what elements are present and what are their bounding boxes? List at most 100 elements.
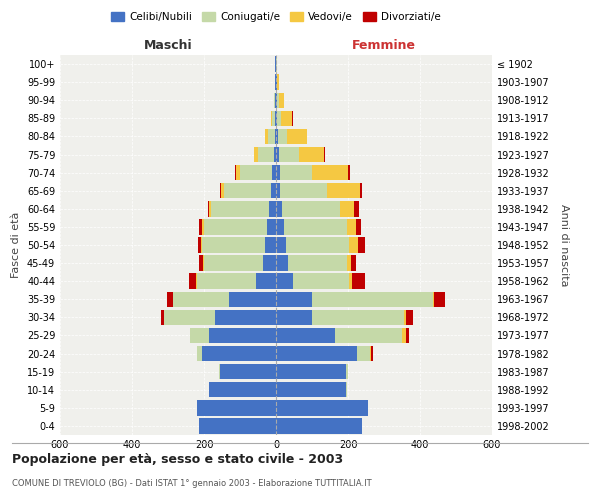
Bar [286, 238, 349, 252]
Bar [240, 165, 272, 180]
Bar [265, 238, 276, 252]
Bar [167, 292, 173, 307]
Bar [357, 346, 370, 362]
Bar [312, 292, 433, 307]
Y-axis label: Anni di nascita: Anni di nascita [559, 204, 569, 286]
Bar [279, 147, 299, 162]
Bar [276, 364, 346, 380]
Bar [284, 219, 347, 234]
Bar [287, 256, 347, 271]
Bar [275, 74, 276, 90]
Bar [276, 310, 312, 325]
Bar [236, 165, 240, 180]
Bar [281, 110, 292, 126]
Bar [346, 382, 347, 398]
Bar [209, 382, 276, 398]
Bar [433, 292, 434, 307]
Bar [224, 183, 271, 198]
Bar [204, 219, 267, 234]
Bar [406, 328, 409, 343]
Bar [370, 346, 371, 362]
Bar [197, 346, 202, 362]
Bar [201, 238, 202, 252]
Bar [275, 128, 276, 144]
Bar [258, 147, 274, 162]
Bar [349, 238, 358, 252]
Legend: Celibi/Nubili, Coniugati/e, Vedovi/e, Divorziati/e: Celibi/Nubili, Coniugati/e, Vedovi/e, Di… [107, 8, 445, 26]
Bar [346, 364, 348, 380]
Bar [202, 346, 276, 362]
Bar [276, 110, 277, 126]
Bar [287, 128, 307, 144]
Bar [276, 328, 335, 343]
Bar [267, 219, 276, 234]
Bar [254, 147, 258, 162]
Bar [356, 219, 361, 234]
Bar [327, 183, 359, 198]
Bar [274, 92, 275, 108]
Bar [221, 183, 224, 198]
Bar [280, 165, 312, 180]
Bar [161, 310, 164, 325]
Bar [312, 165, 348, 180]
Bar [347, 256, 350, 271]
Bar [280, 183, 327, 198]
Bar [359, 183, 362, 198]
Bar [349, 274, 352, 289]
Bar [256, 274, 276, 289]
Bar [404, 310, 406, 325]
Bar [276, 292, 312, 307]
Text: Popolazione per età, sesso e stato civile - 2003: Popolazione per età, sesso e stato civil… [12, 452, 343, 466]
Bar [277, 92, 278, 108]
Text: Femmine: Femmine [352, 40, 416, 52]
Bar [350, 256, 356, 271]
Bar [202, 238, 265, 252]
Bar [324, 147, 325, 162]
Bar [402, 328, 406, 343]
Bar [276, 219, 284, 234]
Bar [208, 201, 209, 216]
Bar [406, 310, 413, 325]
Bar [276, 418, 362, 434]
Bar [276, 128, 278, 144]
Bar [276, 238, 286, 252]
Bar [340, 201, 355, 216]
Bar [209, 328, 276, 343]
Bar [277, 74, 279, 90]
Bar [275, 110, 276, 126]
Bar [358, 238, 365, 252]
Bar [352, 274, 365, 289]
Bar [276, 400, 368, 415]
Bar [197, 274, 256, 289]
Bar [276, 274, 293, 289]
Text: Maschi: Maschi [143, 40, 193, 52]
Bar [283, 201, 340, 216]
Bar [204, 256, 263, 271]
Bar [293, 274, 349, 289]
Bar [271, 183, 276, 198]
Bar [272, 165, 276, 180]
Bar [276, 165, 280, 180]
Bar [434, 292, 445, 307]
Bar [164, 310, 215, 325]
Bar [347, 219, 356, 234]
Bar [276, 147, 279, 162]
Bar [278, 92, 284, 108]
Bar [189, 274, 196, 289]
Bar [235, 165, 236, 180]
Bar [272, 110, 275, 126]
Bar [199, 256, 203, 271]
Bar [199, 418, 276, 434]
Bar [215, 310, 276, 325]
Bar [219, 364, 220, 380]
Bar [271, 110, 272, 126]
Bar [276, 74, 277, 90]
Bar [355, 201, 359, 216]
Bar [269, 201, 276, 216]
Bar [278, 128, 287, 144]
Bar [277, 110, 281, 126]
Bar [276, 92, 277, 108]
Bar [173, 292, 229, 307]
Bar [197, 400, 276, 415]
Y-axis label: Fasce di età: Fasce di età [11, 212, 21, 278]
